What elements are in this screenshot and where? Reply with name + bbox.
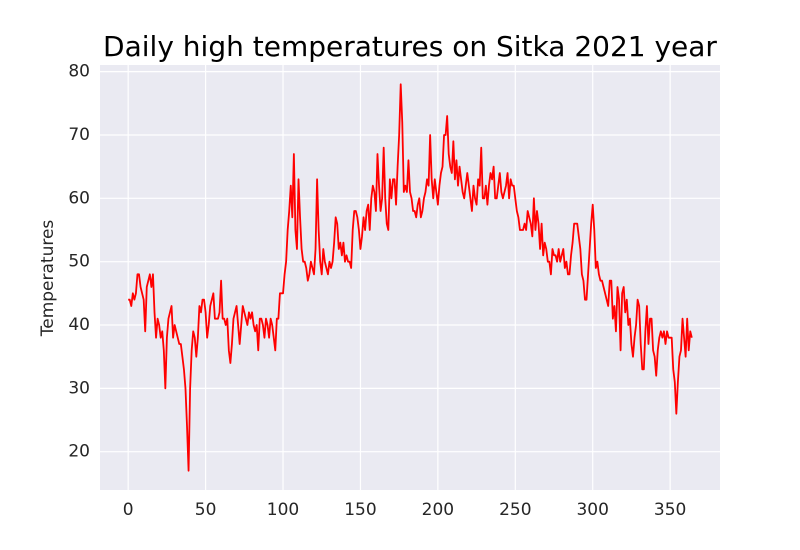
y-axis-label: Temperatures	[38, 220, 58, 338]
plot-area	[100, 65, 720, 490]
x-tick-label: 100	[267, 500, 299, 520]
x-tick-label: 250	[499, 500, 531, 520]
y-tick-label: 80	[68, 62, 90, 82]
y-tick-label: 70	[68, 125, 90, 145]
y-tick-label: 20	[68, 442, 90, 462]
x-tick-label: 50	[195, 500, 217, 520]
x-tick-label: 150	[344, 500, 376, 520]
x-tick-label: 0	[123, 500, 134, 520]
y-tick-label: 30	[68, 378, 90, 398]
line	[128, 83, 693, 472]
chart-title: Daily high temperatures on Sitka 2021 ye…	[103, 30, 717, 63]
x-tick-label: 300	[576, 500, 608, 520]
y-tick-label: 40	[68, 315, 90, 335]
x-tick-label: 350	[654, 500, 686, 520]
x-tick-label: 200	[422, 500, 454, 520]
y-tick-label: 60	[68, 188, 90, 208]
y-tick-label: 50	[68, 252, 90, 272]
